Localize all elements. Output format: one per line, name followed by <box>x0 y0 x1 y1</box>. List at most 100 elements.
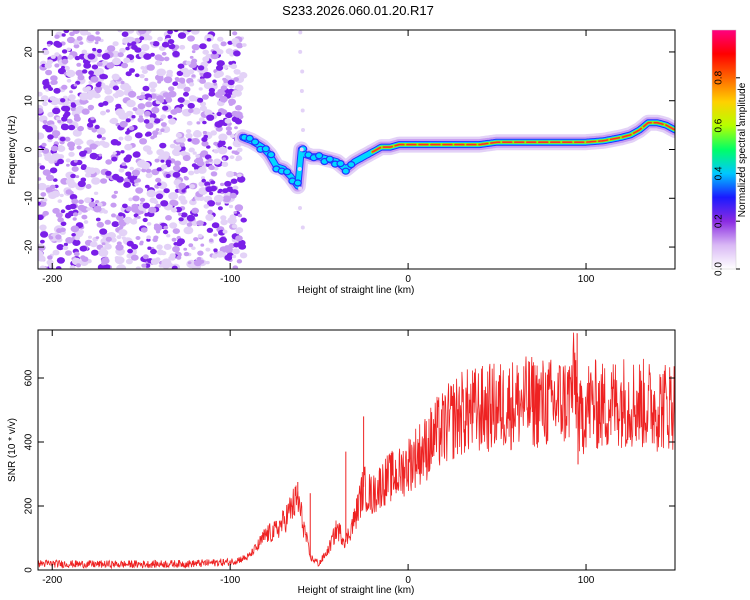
noise-dot <box>128 126 135 131</box>
noise-dot <box>231 150 236 154</box>
noise-dot <box>202 120 207 125</box>
noise-dot <box>154 60 161 66</box>
noise-dot <box>181 189 186 193</box>
noise-dot <box>220 109 228 115</box>
noise-dot <box>193 169 200 175</box>
noise-dot <box>57 145 66 152</box>
noise-dot <box>205 186 213 193</box>
y-tick-label: -10 <box>24 191 35 206</box>
noise-dot <box>203 204 210 209</box>
noise-dot <box>222 64 229 70</box>
noise-dot <box>139 240 144 244</box>
noise-dot <box>140 44 150 51</box>
noise-dot <box>163 76 173 84</box>
noise-dot <box>126 240 134 247</box>
noise-dot <box>159 142 167 149</box>
noise-dot <box>173 242 178 246</box>
noise-dot <box>104 219 112 225</box>
noise-dot <box>230 178 238 184</box>
noise-dot <box>102 101 109 106</box>
noise-dot <box>57 67 66 75</box>
ridge-blob <box>267 151 276 159</box>
noise-dot <box>55 212 63 218</box>
noise-dot <box>229 155 235 160</box>
noise-dot <box>180 212 188 218</box>
noise-dot <box>85 172 92 178</box>
noise-dot <box>176 255 182 260</box>
noise-dot <box>188 95 197 102</box>
noise-dot <box>113 190 118 194</box>
noise-dot <box>38 91 43 97</box>
x-tick-label: -200 <box>42 274 62 285</box>
noise-dot <box>213 194 224 203</box>
noise-dot <box>39 265 47 269</box>
noise-dot <box>165 215 172 221</box>
noise-dot <box>75 263 81 268</box>
noise-dot <box>188 170 195 176</box>
noise-dot <box>156 244 163 250</box>
noise-dot <box>130 254 139 261</box>
spectrogram-plot-area <box>38 30 675 269</box>
noise-dot <box>105 159 113 165</box>
noise-dot <box>239 252 248 259</box>
noise-dot <box>41 142 47 147</box>
noise-dot <box>183 86 191 93</box>
ridge-blob <box>347 161 356 169</box>
y-tick-label: 0 <box>24 567 35 573</box>
noise-dot <box>123 57 131 64</box>
noise-dot <box>237 156 243 161</box>
noise-dot <box>71 198 79 205</box>
colorbar-scale <box>712 30 736 269</box>
y-tick-label: -20 <box>24 239 35 254</box>
noise-dot <box>160 128 165 132</box>
noise-dot <box>227 146 233 150</box>
noise-dot <box>142 254 149 260</box>
noise-dot <box>165 173 171 178</box>
noise-dot <box>235 235 243 242</box>
noise-dot <box>233 77 240 82</box>
noise-dot <box>236 147 243 153</box>
noise-dot <box>229 133 236 138</box>
noise-dot <box>208 158 213 163</box>
snr-series-line <box>38 332 675 570</box>
noise-dot <box>211 253 218 259</box>
noise-dot <box>116 235 122 240</box>
noise-dot <box>215 65 224 71</box>
noise-dot <box>215 70 224 78</box>
trail-dot <box>298 206 302 210</box>
noise-dot <box>186 214 195 222</box>
noise-dot <box>171 237 177 242</box>
noise-dot <box>45 174 55 181</box>
noise-dot <box>189 82 195 87</box>
noise-dot <box>146 64 155 71</box>
noise-dot <box>163 188 170 194</box>
noise-dot <box>38 201 41 206</box>
noise-dot <box>160 182 168 189</box>
noise-dot <box>160 159 165 163</box>
noise-dot <box>64 213 72 219</box>
noise-dot <box>83 62 92 69</box>
noise-dot <box>213 248 218 252</box>
noise-dot <box>201 176 205 180</box>
noise-dot <box>126 99 136 108</box>
noise-dot <box>121 62 129 69</box>
noise-dot <box>94 85 103 92</box>
noise-dot <box>149 41 154 45</box>
noise-dot <box>186 120 193 126</box>
noise-dot <box>42 49 50 56</box>
noise-dot <box>158 56 165 62</box>
noise-dot <box>51 130 61 137</box>
noise-dot <box>145 168 152 174</box>
noise-dot <box>82 150 88 154</box>
noise-dot <box>146 123 151 128</box>
noise-dot <box>74 55 81 61</box>
noise-dot <box>95 68 105 75</box>
noise-dot <box>220 182 225 187</box>
noise-dot <box>40 239 45 244</box>
noise-dot <box>95 82 102 88</box>
noise-dot <box>198 181 206 187</box>
noise-dot <box>127 90 137 98</box>
noise-dot <box>201 140 209 147</box>
noise-dot <box>54 34 60 39</box>
trail-dot <box>300 108 305 113</box>
